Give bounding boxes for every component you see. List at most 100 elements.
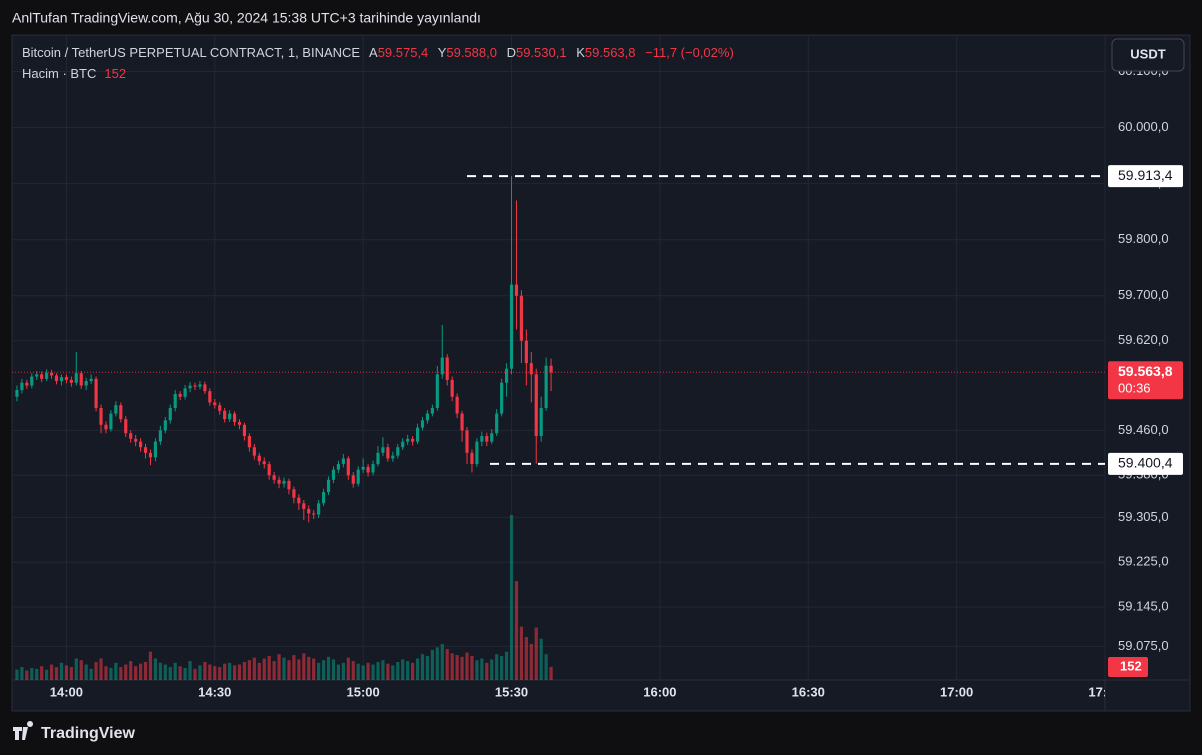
candle-body xyxy=(35,374,39,377)
candle-body xyxy=(351,475,355,484)
level-label: 59.400,4 xyxy=(1118,455,1173,471)
candle-body xyxy=(544,365,548,408)
low-value: 59.530,1 xyxy=(516,45,567,60)
volume-bar xyxy=(381,660,385,680)
candle-body xyxy=(341,458,345,465)
candle-body xyxy=(148,452,153,458)
candle-body xyxy=(69,379,73,383)
volume-bar xyxy=(208,664,212,680)
volume-bar xyxy=(213,666,217,680)
candle-body xyxy=(99,407,103,425)
y-tick-label: 59.145,0 xyxy=(1118,599,1169,614)
candle-body xyxy=(361,466,365,470)
candle-body xyxy=(307,508,311,514)
volume-bar xyxy=(218,667,222,680)
volume-value: 152 xyxy=(104,66,126,81)
candle-body xyxy=(223,410,227,420)
volume-bar xyxy=(450,653,454,680)
y-tick-label: 59.620,0 xyxy=(1118,332,1169,347)
x-tick-label: 14:00 xyxy=(50,684,83,699)
volume-bar xyxy=(247,660,251,680)
volume-bar xyxy=(356,663,360,680)
volume-bar xyxy=(386,663,390,680)
volume-bar xyxy=(74,658,78,680)
candle-body xyxy=(480,436,484,442)
candle-body xyxy=(203,384,207,392)
volume-bar xyxy=(504,651,509,680)
currency-button[interactable] xyxy=(1111,38,1185,72)
candle-body xyxy=(178,393,182,397)
axes: 60.100,060.000,059.900,059.800,059.700,0… xyxy=(50,63,1183,699)
volume-bar xyxy=(321,660,326,680)
time-axis: 14:00 14:30 15:00 15:30 16:00 16:30 17:00 17:30 xyxy=(50,684,1105,699)
candle-body xyxy=(445,357,449,380)
high-key: Y xyxy=(438,45,447,60)
open-value: 59.575,4 xyxy=(378,45,429,60)
candle-body xyxy=(114,405,118,414)
candle-body xyxy=(59,377,64,382)
volume-bar xyxy=(242,661,247,680)
volume-bar xyxy=(20,667,24,680)
volume-bar xyxy=(415,658,420,680)
candle-body xyxy=(198,384,202,387)
volume-bar xyxy=(49,664,54,680)
candle-body xyxy=(119,405,123,420)
volume-bar xyxy=(490,659,494,680)
x-tick-label: 15:30 xyxy=(495,684,528,699)
candle-body xyxy=(163,420,167,431)
price-badge xyxy=(1108,361,1183,400)
volume-bar xyxy=(114,662,118,680)
candle-body xyxy=(232,413,237,422)
candle-body xyxy=(139,441,143,448)
candle-body xyxy=(20,382,24,391)
volume-bar xyxy=(277,654,281,680)
candle-body xyxy=(366,466,370,473)
close-key: K xyxy=(576,45,585,60)
candle-body xyxy=(450,379,454,397)
volume-bar xyxy=(336,664,341,680)
candle-body xyxy=(549,365,553,373)
volume-bar xyxy=(480,658,484,680)
volume-bar xyxy=(228,662,232,680)
volume-bar xyxy=(326,656,331,680)
candle-body xyxy=(134,438,138,442)
volume-bar xyxy=(163,664,167,680)
chart-panel xyxy=(11,34,1191,712)
candle-body xyxy=(490,433,494,442)
candle-body xyxy=(381,447,385,453)
legend: Bitcoin / TetherUS PERPETUAL CONTRACT, 1… xyxy=(22,45,734,60)
candle-body xyxy=(391,455,395,459)
candle-body xyxy=(252,447,256,456)
candle-body xyxy=(411,438,415,442)
volume-bar xyxy=(376,661,380,680)
currency-label[interactable]: USDT xyxy=(1130,46,1165,61)
candle-body xyxy=(54,375,59,382)
candle-body xyxy=(504,368,509,383)
volume-bar xyxy=(54,667,59,680)
volume-bar xyxy=(59,662,64,680)
candle-body xyxy=(124,419,128,434)
volume-bar xyxy=(361,665,365,680)
volume-bar xyxy=(64,665,69,680)
volume-bar xyxy=(396,661,400,680)
volume-bar xyxy=(173,662,177,680)
candle-body xyxy=(257,455,261,462)
volume-bar xyxy=(420,654,425,680)
volume-bar xyxy=(188,661,192,680)
y-tick-label: 59.460,0 xyxy=(1118,422,1169,437)
candle-body xyxy=(262,461,266,465)
candle-body xyxy=(524,340,528,364)
volume-bar xyxy=(406,661,410,680)
candle-body xyxy=(430,407,434,414)
candle-body xyxy=(30,376,34,386)
volume-bar xyxy=(198,665,202,680)
candle-body xyxy=(346,458,350,476)
volume-bar xyxy=(524,637,528,680)
candle-body xyxy=(534,374,538,437)
price-label: 59.563,8 xyxy=(1118,363,1173,379)
volume-bar xyxy=(307,656,311,680)
volume-bar xyxy=(401,659,405,680)
volume-bar xyxy=(317,662,321,680)
candle-body xyxy=(292,489,296,498)
